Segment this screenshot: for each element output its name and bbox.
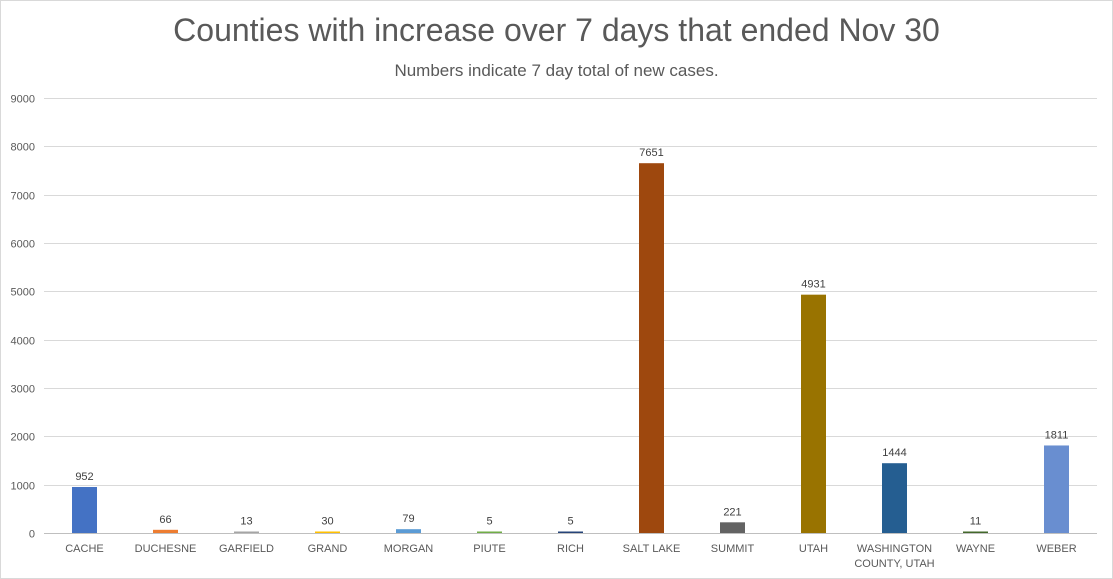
y-tick-label: 5000: [11, 287, 35, 299]
bar: [72, 486, 97, 533]
data-label: 79: [402, 513, 414, 525]
y-tick-label: 1000: [11, 481, 35, 493]
bar: [801, 294, 826, 533]
data-label: 7651: [639, 147, 663, 159]
x-tick-label: GRAND: [308, 543, 348, 555]
bar: [558, 531, 583, 533]
x-tick-label: RICH: [557, 543, 584, 555]
bar: [1044, 445, 1069, 533]
y-tick-label: 0: [29, 529, 35, 541]
data-label: 952: [75, 471, 93, 483]
y-tick-label: 2000: [11, 432, 35, 444]
x-tick-label: MORGAN: [384, 543, 434, 555]
x-tick-label: PIUTE: [473, 543, 505, 555]
y-tick-label: 8000: [11, 142, 35, 154]
x-tick-label: WASHINGTON: [857, 543, 932, 555]
chart-subtitle: Numbers indicate 7 day total of new case…: [394, 61, 719, 80]
y-tick-label: 7000: [11, 191, 35, 203]
bar: [315, 531, 340, 533]
data-label: 1811: [1045, 429, 1069, 441]
y-tick-label: 3000: [11, 384, 35, 396]
x-tick-label: SUMMIT: [711, 543, 755, 555]
data-label: 66: [159, 514, 171, 526]
bar: [477, 531, 502, 533]
data-label: 11: [970, 516, 981, 528]
x-tick-label: DUCHESNE: [135, 543, 197, 555]
data-label: 5: [486, 516, 492, 528]
bar: [153, 529, 178, 533]
bar: [720, 522, 745, 533]
bar: [396, 529, 421, 533]
data-label: 13: [240, 516, 252, 528]
data-label: 5: [567, 516, 573, 528]
x-tick-label: UTAH: [799, 543, 828, 555]
x-tick-label: WEBER: [1036, 543, 1076, 555]
x-tick-label: COUNTY, UTAH: [854, 558, 934, 570]
x-tick-label: SALT LAKE: [623, 543, 681, 555]
x-tick-label: WAYNE: [956, 543, 995, 555]
y-tick-label: 9000: [11, 94, 35, 106]
bar: [639, 163, 664, 533]
y-tick-label: 6000: [11, 239, 35, 251]
data-label: 4931: [801, 279, 825, 291]
y-tick-label: 4000: [11, 336, 35, 348]
x-tick-label: CACHE: [65, 543, 104, 555]
bar: [963, 531, 988, 533]
bar: [234, 531, 259, 533]
bar: [882, 463, 907, 533]
data-label: 221: [723, 506, 741, 518]
data-label: 1444: [882, 447, 906, 459]
x-tick-label: GARFIELD: [219, 543, 274, 555]
chart-title: Counties with increase over 7 days that …: [173, 12, 940, 48]
data-label: 30: [321, 516, 333, 528]
